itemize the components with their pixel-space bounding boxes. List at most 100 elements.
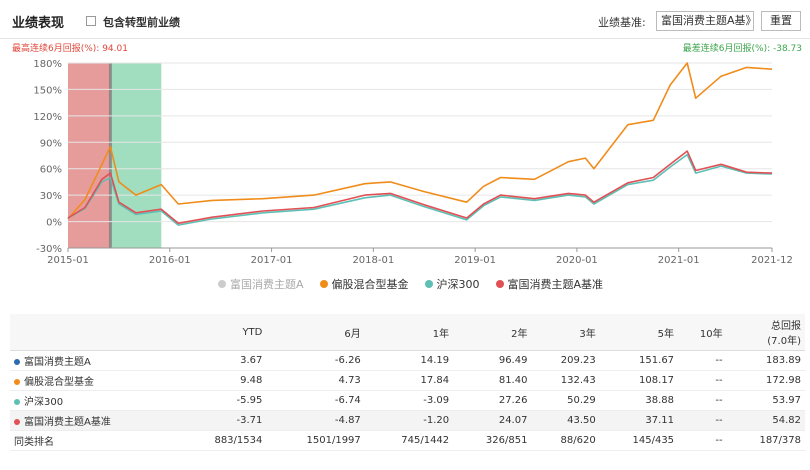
legend-item-2[interactable]: 沪深300 [424,276,480,292]
row-dot [14,359,20,365]
row-dot [14,419,20,425]
y-tick-label: 180% [33,59,62,70]
table-cell: 145/435 [599,430,679,451]
col-header-5y: 5年 [599,314,679,351]
x-tick-label: 2021-12 [751,255,793,266]
table-cell: -3.71 [178,410,267,431]
x-tick-label: 2021-01 [658,255,700,266]
table-cell: -- [678,390,727,411]
row-name: 同类排名 [10,430,178,451]
table-cell: 27.26 [453,390,532,411]
row-name: 偏股混合型基金 [10,370,178,391]
table-cell: 151.67 [599,350,679,371]
legend-item-0[interactable]: 富国消费主题A [218,276,304,292]
y-tick-label: 150% [33,85,62,96]
chart-legend[interactable]: 富国消费主题A 偏股混合型基金 沪深300 富国消费主题A基准 [218,276,603,292]
x-tick-label: 2018-01 [352,255,394,266]
table-cell: 24.07 [453,410,532,431]
performance-chart[interactable]: 180% 150% 120% 90% 60% 30% 0% -30%2015-01 2016-0… [0,52,810,267]
x-tick-label: 2015-01 [47,255,89,266]
col-header-2y: 2年 [453,314,532,351]
table-cell: -- [678,430,727,451]
table-cell: -- [678,350,727,371]
table-cell: -5.95 [178,390,267,411]
series-line-2 [67,153,773,226]
col-header-1y: 1年 [364,314,454,351]
y-tick-label: 0% [46,218,62,229]
table-cell: 88/620 [531,430,600,451]
table-cell: 4.73 [266,370,365,391]
table-cell: 53.97 [726,390,805,411]
table-cell: 38.88 [599,390,679,411]
table-header-row: YTD 6月 1年 2年 3年 5年 10年 总回报 (7.0年) [10,314,805,351]
performance-table: YTD 6月 1年 2年 3年 5年 10年 总回报 (7.0年) 富国消费主题A… [10,314,805,451]
table-cell: -- [678,370,727,391]
x-tick-label: 2019-01 [454,255,496,266]
table-row: 偏股混合型基金 9.48 4.73 17.84 81.40 132.43 108.17 -- 1… [10,370,805,391]
legend-dot [218,280,226,288]
table-cell: 50.29 [531,390,600,411]
table-cell: 132.43 [531,370,600,391]
legend-item-3[interactable]: 富国消费主题A基准 [495,276,604,292]
table-cell: 745/1442 [364,430,454,451]
table-cell: -6.26 [266,350,365,371]
table-row: 富国消费主题A基准 -3.71 -4.87 -1.20 24.07 43.50 37.11-… [10,410,805,431]
legend-label: 富国消费主题A基准 [507,278,604,291]
col-header-6m: 6月 [266,314,365,351]
legend-dot [424,280,433,288]
table-row: 沪深300 -5.95 -6.74 -3.09 27.26 50.29 38.88 -- 53.… [10,390,805,411]
include-history-checkbox[interactable] [86,16,96,26]
table-cell: 183.89 [726,350,805,371]
y-tick-label: 120% [33,112,62,123]
reset-button[interactable]: 重置 [761,11,801,31]
col-header-total-period: (7.0年) [767,336,801,347]
table-row: 富国消费主题A 3.67 -6.26 14.19 96.49 209.23 151.67 --… [10,350,805,371]
table-cell: 43.50 [531,410,600,431]
col-header-ytd: YTD [178,314,267,351]
table-cell: -1.20 [364,410,454,431]
table-row: 同类排名 883/1534 1501/1997 745/1442 326/851 88/6… [10,430,805,451]
table-cell: -- [678,410,727,431]
best-period-band [68,63,111,248]
series-line-3 [67,150,773,225]
y-tick-label: 90% [40,138,62,149]
col-header-total: 总回报 (7.0年) [726,314,805,351]
y-tick-label: -30% [36,244,62,255]
table-cell: 209.23 [531,350,600,371]
panel-title: 业绩表现 [12,16,65,31]
benchmark-select[interactable]: 富国消费主题A基》 [656,11,754,31]
row-name: 富国消费主题A [10,350,178,371]
table-cell: 9.48 [178,370,267,391]
table-cell: 81.40 [453,370,532,391]
panel-header: 业绩表现 包含转型前业绩 业绩基准: 富国消费主题A基》 重置 [0,0,810,39]
table-cell: 1501/1997 [266,430,365,451]
worst-6m-return: 最差连续6月回报(%): -38.73 [682,44,802,54]
benchmark-label: 业绩基准: [598,16,646,29]
row-name: 沪深300 [10,390,178,411]
table-cell: -6.74 [266,390,365,411]
x-tick-label: 2017-01 [251,255,293,266]
series-line-1 [67,62,773,220]
table-cell: 3.67 [178,350,267,371]
worst-period-band [110,63,162,248]
legend-item-1[interactable]: 偏股混合型基金 [319,276,409,292]
table-cell: 96.49 [453,350,532,371]
y-tick-label: 60% [40,165,62,176]
legend-label: 偏股混合型基金 [331,278,409,291]
col-header-3y: 3年 [531,314,600,351]
legend-dot [319,280,328,288]
table-cell: -3.09 [364,390,454,411]
table-cell: 37.11 [599,410,679,431]
col-header-name [10,314,178,351]
period-divider [108,63,112,248]
col-header-10y: 10年 [678,314,727,351]
row-dot [14,379,20,385]
x-tick-label: 2016-01 [149,255,191,266]
row-name: 富国消费主题A基准 [10,410,178,431]
table-cell: 14.19 [364,350,454,371]
y-tick-label: 30% [40,191,62,202]
legend-label: 沪深300 [436,278,480,291]
best-6m-return: 最高连续6月回报(%): 94.01 [12,44,128,54]
include-history-label[interactable]: 包含转型前业绩 [103,16,180,29]
